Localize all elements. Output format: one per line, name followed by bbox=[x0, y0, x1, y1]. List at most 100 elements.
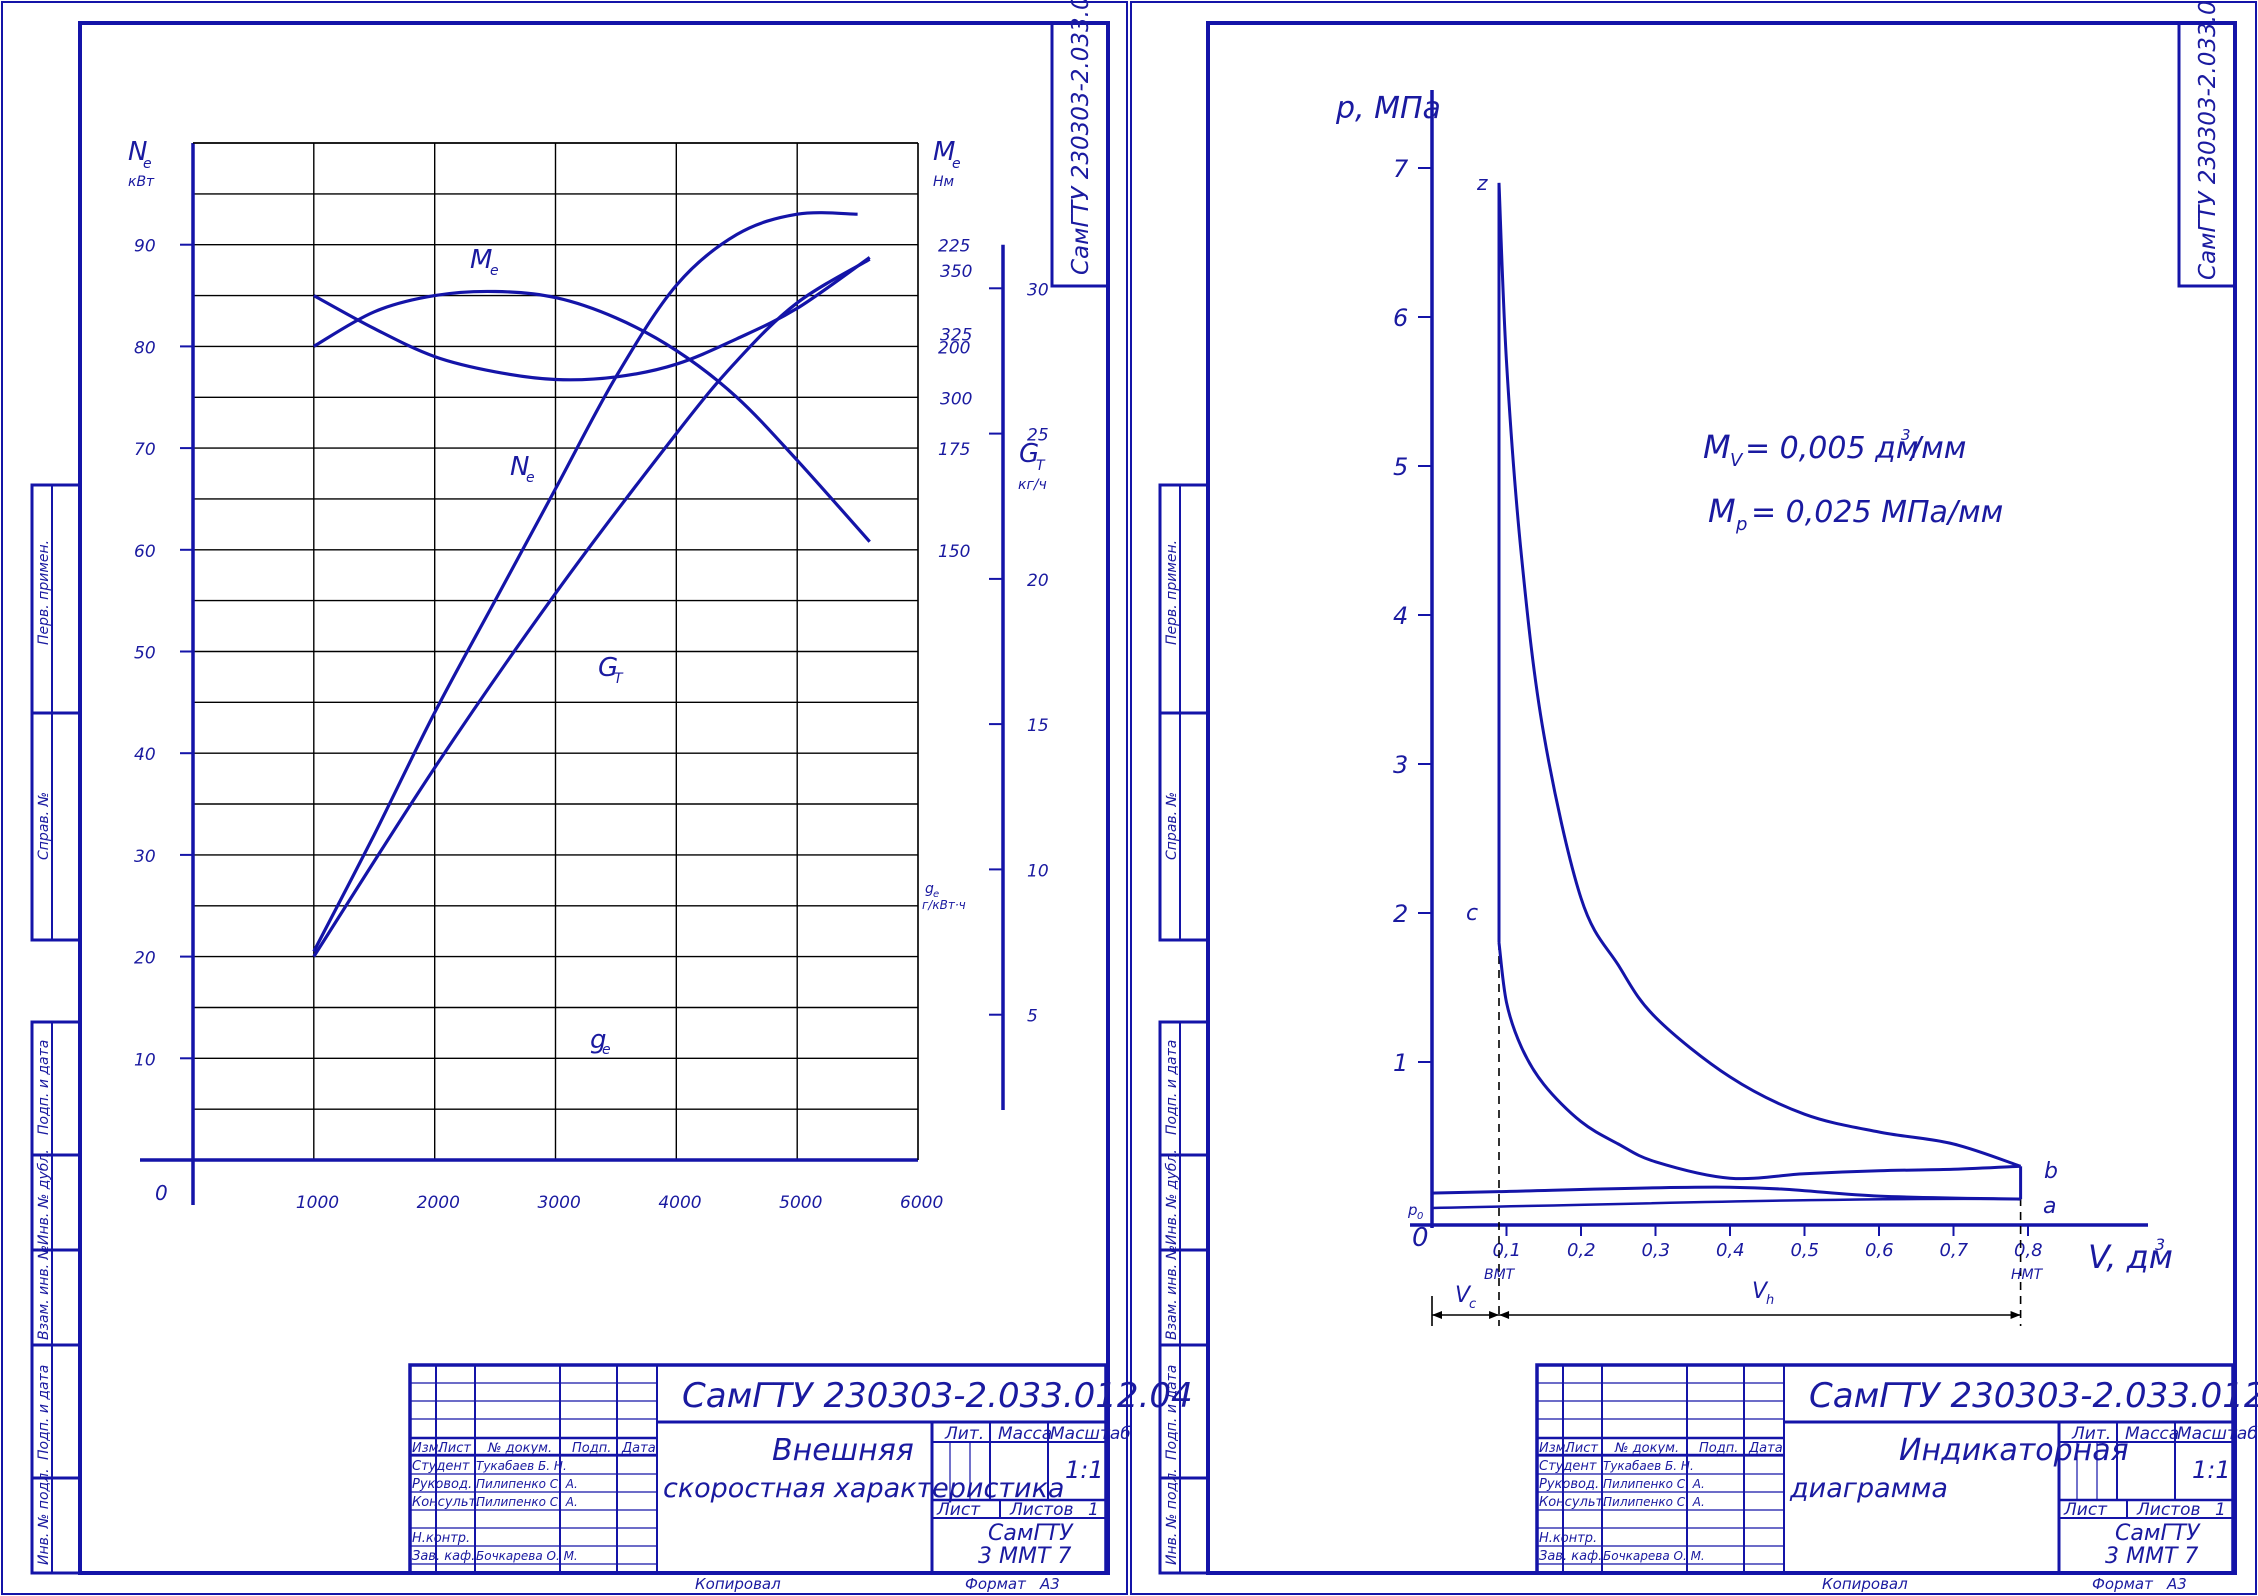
right-tb-title-2: диаграмма bbox=[1789, 1473, 1948, 1504]
v-tick-label: 0,8 bbox=[2014, 1240, 2043, 1261]
v-tick-label: 0,2 bbox=[1567, 1240, 1596, 1261]
left-tb-header-3: Подп. bbox=[572, 1441, 611, 1456]
left-sheet: СамГТУ 230303-2.033.012.04 Перв. примен.… bbox=[1, 0, 1128, 1595]
gt-curve-subscript: T bbox=[614, 671, 624, 687]
right-title-block: СамГТУ 230303-2.033.012.03 Индикаторная ди… bbox=[1535, 1363, 2258, 1593]
right-side-label-7: Инв. № подл. bbox=[1164, 1468, 1180, 1565]
ne-axis-unit: кВт bbox=[128, 174, 155, 190]
me-axis-subscript: e bbox=[952, 156, 961, 172]
gt-tick-label: 10 bbox=[1027, 861, 1049, 881]
mv-scale-unit: /мм bbox=[1908, 431, 1966, 466]
vc-label: V bbox=[1455, 1283, 1472, 1308]
right-tb-name-2: Пилипенко С. А. bbox=[1603, 1495, 1705, 1509]
ne-tick-label: 10 bbox=[134, 1050, 156, 1070]
left-tb-name-0: Тукабаев Б. Н. bbox=[476, 1459, 567, 1473]
right-tb-header-4: Дата bbox=[1748, 1441, 1783, 1456]
right-tb-sheets-value: 1 bbox=[2215, 1500, 2226, 1520]
gt-axis-symbol: G bbox=[1019, 439, 1039, 469]
ge-tick-label: 350 bbox=[940, 262, 972, 282]
right-tb-sheet: Лист bbox=[2063, 1500, 2108, 1520]
v-tick-label: 0,3 bbox=[1642, 1240, 1671, 1261]
right-chart-axes: 1 2 3 4 5 6 7 0,1 0,2 0,3 0,4 0,5 0,6 0,7 0,8 bbox=[1393, 90, 2148, 1326]
left-chart-ticks: 1000 2000 3000 4000 5000 60001020304050607080… bbox=[134, 237, 1049, 1213]
ne-tick-label: 30 bbox=[134, 847, 156, 867]
left-tb-format-value: А3 bbox=[1039, 1575, 1060, 1593]
series-compression-curve bbox=[1497, 942, 2021, 1181]
ne-tick-label: 70 bbox=[134, 440, 156, 460]
gt-tick-label: 5 bbox=[1027, 1007, 1038, 1027]
mv-scale-subscript: V bbox=[1730, 450, 1744, 471]
series-me-curve bbox=[313, 289, 871, 543]
x-tick-label: 2000 bbox=[417, 1193, 460, 1213]
ne-tick-label: 90 bbox=[134, 237, 156, 257]
right-sheet: СамГТУ 230303-2.033.012.03 Перв. примен.… bbox=[1130, 0, 2257, 1595]
gt-tick-label: 30 bbox=[1027, 280, 1049, 300]
right-sheet-inner-frame bbox=[1206, 21, 2237, 1575]
left-tb-org-1: СамГТУ bbox=[988, 1521, 1074, 1546]
left-tb-header-0: Изм. bbox=[412, 1441, 443, 1456]
left-tb-sheet: Лист bbox=[936, 1500, 981, 1520]
v-tick-label: 0,6 bbox=[1865, 1240, 1894, 1261]
right-tb-role-0: Студент bbox=[1539, 1459, 1597, 1474]
left-tb-role-0: Студент bbox=[412, 1459, 470, 1474]
left-tb-scale: Масштаб bbox=[1050, 1424, 1131, 1444]
x-tick-label: 4000 bbox=[658, 1193, 701, 1213]
ne-curve-subscript: e bbox=[526, 470, 535, 486]
point-z-label: z bbox=[1476, 171, 1488, 195]
left-side-label-2: Справ. № bbox=[36, 792, 52, 860]
p-tick-label: 1 bbox=[1393, 1049, 1408, 1077]
left-origin-label: 0 bbox=[155, 1181, 168, 1205]
v-tick-label: 0,4 bbox=[1716, 1240, 1745, 1261]
series-expansion-curve bbox=[1497, 182, 2022, 1168]
ge-curve-subscript: e bbox=[602, 1042, 611, 1058]
vc-arrow-left bbox=[1432, 1311, 1442, 1319]
right-origin-label: 0 bbox=[1412, 1223, 1429, 1253]
p-tick-label: 5 bbox=[1393, 453, 1408, 481]
p-tick-label: 3 bbox=[1393, 751, 1408, 779]
me-axis-symbol: M bbox=[933, 137, 955, 167]
indicator-diagram-chart: 1 2 3 4 5 6 7 0,1 0,2 0,3 0,4 0,5 0,6 0,7 0,8 p, МПа V… bbox=[1335, 90, 2173, 1326]
left-tb-header-1: Лист bbox=[437, 1441, 471, 1456]
nmt-label: НМТ bbox=[2011, 1267, 2044, 1283]
left-tb-lit: Лит. bbox=[944, 1424, 984, 1444]
mp-scale-subscript: p bbox=[1735, 514, 1747, 535]
series-ne-curve bbox=[312, 211, 858, 953]
left-tb-name-5: Бочкарева О. М. bbox=[476, 1549, 578, 1563]
right-sheet-outer-border bbox=[1130, 1, 2257, 1595]
right-tb-mass: Масса bbox=[2125, 1424, 2179, 1444]
intake-line bbox=[1431, 1197, 2021, 1210]
p-tick-label: 7 bbox=[1393, 155, 1409, 183]
left-tb-sheets-value: 1 bbox=[1088, 1500, 1099, 1520]
vh-arrow-right bbox=[2010, 1311, 2021, 1319]
vc-arrow-right bbox=[1489, 1311, 1500, 1319]
right-tb-role-1: Руковод. bbox=[1539, 1477, 1599, 1492]
right-tb-border bbox=[1535, 1363, 2235, 1575]
left-tb-name-1: Пилипенко С. А. bbox=[476, 1477, 578, 1491]
mv-scale-symbol: M bbox=[1703, 428, 1731, 466]
right-tb-header-0: Изм. bbox=[1539, 1441, 1570, 1456]
v-tick-label: 0,1 bbox=[1493, 1240, 1522, 1261]
right-tb-name-0: Тукабаев Б. Н. bbox=[1603, 1459, 1694, 1473]
ge-tick-label: 325 bbox=[940, 326, 972, 346]
right-tb-code: СамГТУ 230303-2.033.012.03 bbox=[1809, 1376, 2258, 1416]
ne-tick-label: 60 bbox=[134, 542, 156, 562]
v-axis-exponent: 3 bbox=[2155, 1235, 2165, 1254]
me-curve-label: M bbox=[470, 245, 492, 275]
right-corner-stamp-box bbox=[2177, 21, 2237, 288]
left-tb-org-2: 3 ММТ 7 bbox=[978, 1544, 1071, 1569]
left-corner-stamp: СамГТУ 230303-2.033.012.04 bbox=[1068, 0, 1094, 275]
right-tb-header-3: Подп. bbox=[1699, 1441, 1738, 1456]
left-tb-mass: Масса bbox=[998, 1424, 1052, 1444]
left-side-label-5: Взам. инв. № bbox=[36, 1245, 52, 1340]
left-tb-format: Формат bbox=[965, 1575, 1027, 1593]
left-tb-role-1: Руковод. bbox=[412, 1477, 472, 1492]
x-tick-label: 6000 bbox=[900, 1193, 943, 1213]
left-tb-header-2: № докум. bbox=[487, 1441, 552, 1456]
right-tb-scale-value: 1:1 bbox=[2192, 1456, 2231, 1484]
speed-characteristic-chart: 1000 2000 3000 4000 5000 60001020304050607080… bbox=[128, 137, 1049, 1213]
left-corner-stamp-box bbox=[1050, 21, 1110, 288]
v-axis-label: V, дм bbox=[2088, 1238, 2173, 1276]
left-side-strip-bottom bbox=[30, 1020, 82, 1575]
point-a-label: a bbox=[2043, 1194, 2056, 1219]
gt-tick-label: 25 bbox=[1027, 426, 1049, 446]
